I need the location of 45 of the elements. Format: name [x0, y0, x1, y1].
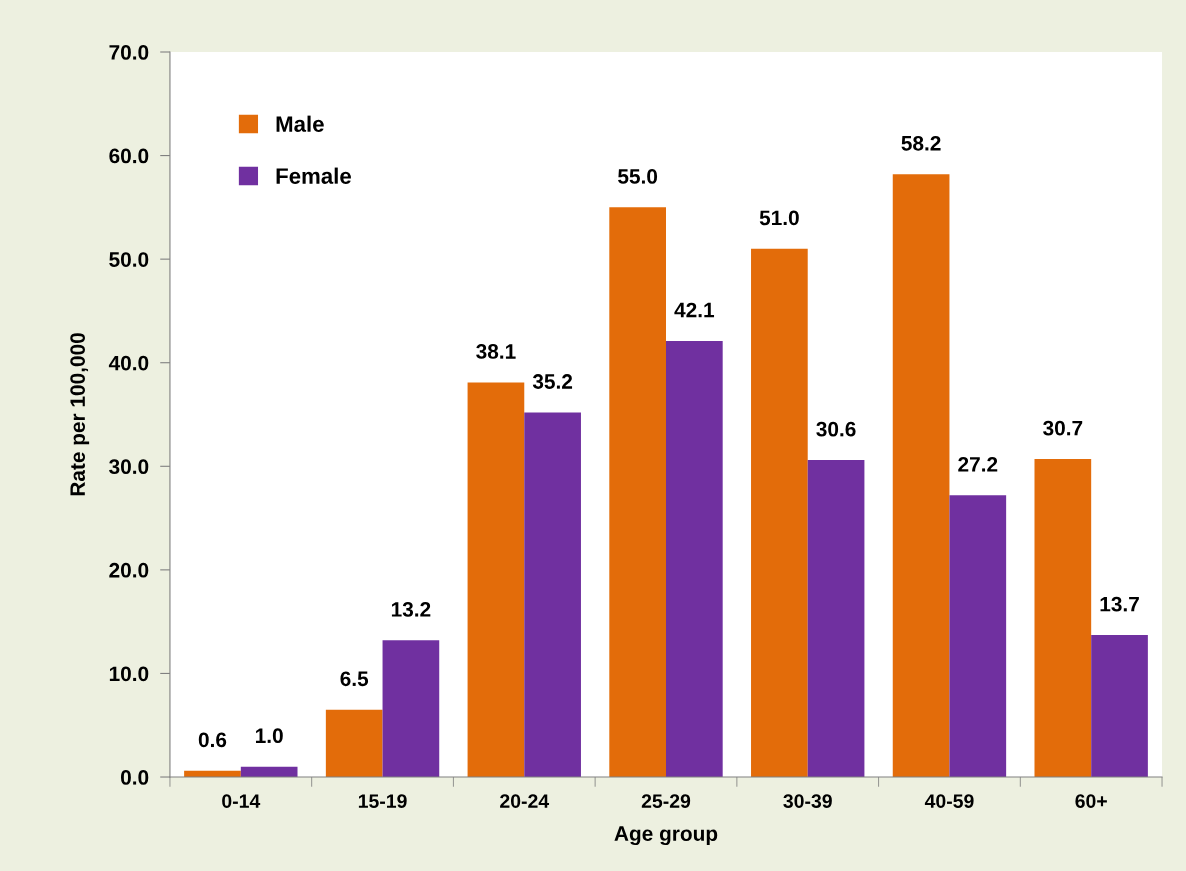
x-tick-label: 20-24 [500, 794, 550, 808]
bar [751, 248, 808, 778]
bar [807, 460, 865, 778]
data-label: 42.1 [674, 302, 715, 318]
y-tick-label: 20.0 [109, 562, 149, 578]
y-tick-label: 70.0 [109, 45, 149, 60]
bar [382, 640, 440, 778]
y-tick-label: 0.0 [120, 770, 149, 785]
data-label: 0.6 [198, 732, 227, 748]
bar [467, 382, 525, 778]
bar [325, 709, 383, 778]
legend-label: Male [276, 115, 324, 132]
bar [1091, 635, 1148, 778]
y-tick-label: 50.0 [109, 252, 149, 267]
data-label: 35.2 [532, 374, 573, 389]
data-label: 1.0 [256, 728, 283, 744]
data-label: 58.2 [901, 135, 941, 151]
y-tick-label: 10.0 [109, 666, 149, 682]
y-tick-label: 30.0 [109, 459, 149, 475]
x-tick-label: 15-19 [358, 794, 407, 808]
data-label: 30.6 [816, 421, 856, 437]
bar [666, 340, 723, 778]
x-tick-label: 60+ [1075, 794, 1107, 808]
data-label: 13.2 [391, 601, 431, 617]
data-label: 55.0 [618, 169, 658, 184]
legend-label: Female [276, 167, 351, 184]
y-axis-title: Rate per 100,000 [70, 333, 90, 496]
bar [949, 495, 1007, 778]
y-tick-label: 40.0 [108, 355, 149, 371]
x-tick-label: 30-39 [783, 794, 832, 808]
x-tick-label: 0-14 [222, 794, 261, 808]
x-tick-label: 40-59 [924, 794, 974, 808]
data-label: 13.7 [1100, 596, 1139, 612]
data-label: 27.2 [958, 456, 998, 472]
bar [609, 207, 666, 778]
x-axis-title: Age group [614, 826, 718, 846]
data-label: 30.7 [1043, 420, 1083, 436]
data-label: 51.0 [759, 210, 799, 226]
data-label: 6.5 [340, 671, 369, 687]
bar [892, 174, 950, 778]
bar [1034, 459, 1092, 778]
data-label: 38.1 [476, 344, 516, 359]
bar [524, 412, 581, 778]
x-tick-label: 25-29 [641, 794, 691, 808]
y-tick-label: 60.0 [109, 148, 149, 164]
